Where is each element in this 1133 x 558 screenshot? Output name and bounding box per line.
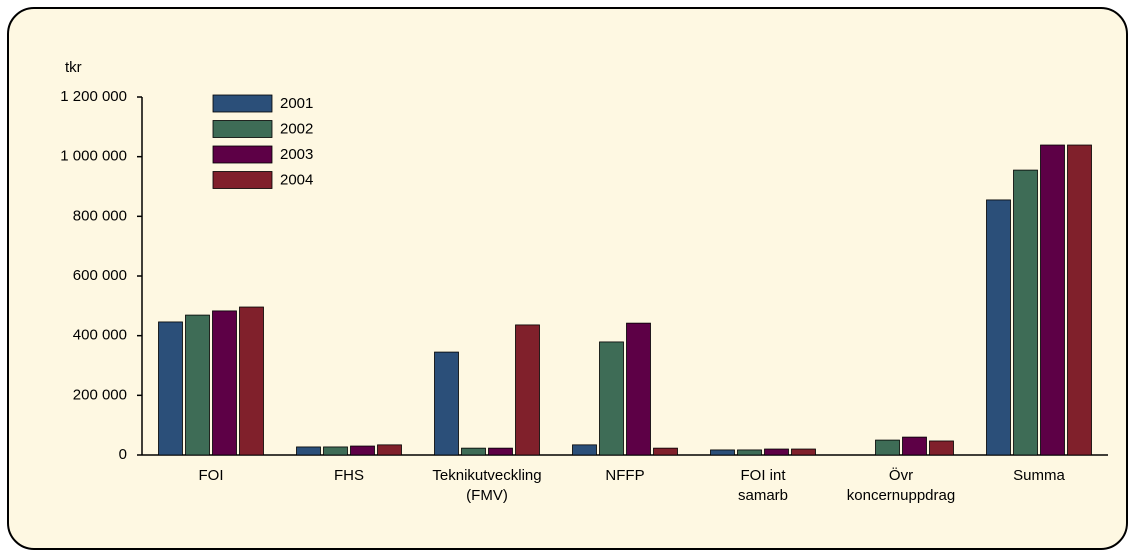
bar bbox=[212, 310, 237, 456]
bar bbox=[737, 449, 762, 456]
legend-label: 2002 bbox=[280, 120, 313, 137]
legend-label: 2003 bbox=[280, 146, 313, 163]
x-tick-label: FOI bbox=[198, 467, 224, 484]
legend-swatch bbox=[212, 120, 273, 138]
y-axis-label: tkr bbox=[65, 59, 82, 76]
bar bbox=[1067, 144, 1092, 456]
bar bbox=[929, 440, 954, 456]
bar bbox=[572, 444, 597, 456]
legend-swatch bbox=[212, 94, 273, 113]
legend-swatch bbox=[212, 145, 273, 164]
bar bbox=[875, 439, 900, 456]
y-tick-label: 600 000 bbox=[73, 267, 127, 284]
y-tick-label: 1 000 000 bbox=[60, 148, 127, 165]
bar bbox=[764, 448, 789, 456]
x-tick-label: FOI int samarb bbox=[737, 467, 789, 504]
x-tick-label: NFFP bbox=[605, 467, 645, 484]
bar bbox=[434, 351, 459, 456]
bar bbox=[185, 314, 210, 456]
y-tick-label: 0 bbox=[119, 446, 127, 463]
legend-swatch bbox=[212, 171, 273, 189]
bar bbox=[323, 446, 348, 456]
bar bbox=[986, 199, 1011, 456]
legend-label: 2001 bbox=[280, 95, 313, 112]
bar bbox=[1013, 169, 1038, 456]
y-tick-label: 800 000 bbox=[73, 207, 127, 224]
bar bbox=[515, 324, 540, 456]
bar bbox=[239, 306, 264, 456]
legend-label: 2004 bbox=[280, 171, 313, 188]
x-tick-label: Övr koncernuppdrag bbox=[846, 467, 956, 504]
bar bbox=[158, 321, 183, 456]
bar bbox=[791, 448, 816, 456]
x-tick-label: Teknikutveckling (FMV) bbox=[432, 467, 542, 504]
bar bbox=[710, 449, 735, 456]
x-tick-label: Summa bbox=[1013, 467, 1065, 484]
bar bbox=[902, 436, 927, 456]
bar bbox=[461, 447, 486, 456]
bar bbox=[599, 341, 624, 456]
bar bbox=[626, 322, 651, 456]
bar bbox=[1040, 144, 1065, 456]
bar bbox=[377, 444, 402, 456]
chart-frame bbox=[7, 7, 1128, 550]
y-tick-label: 1 200 000 bbox=[60, 88, 127, 105]
x-tick-label: FHS bbox=[334, 467, 364, 484]
y-tick-label: 200 000 bbox=[73, 386, 127, 403]
bar bbox=[653, 447, 678, 456]
y-tick-label: 400 000 bbox=[73, 327, 127, 344]
bar bbox=[296, 446, 321, 456]
bar bbox=[488, 447, 513, 456]
bar bbox=[350, 445, 375, 456]
